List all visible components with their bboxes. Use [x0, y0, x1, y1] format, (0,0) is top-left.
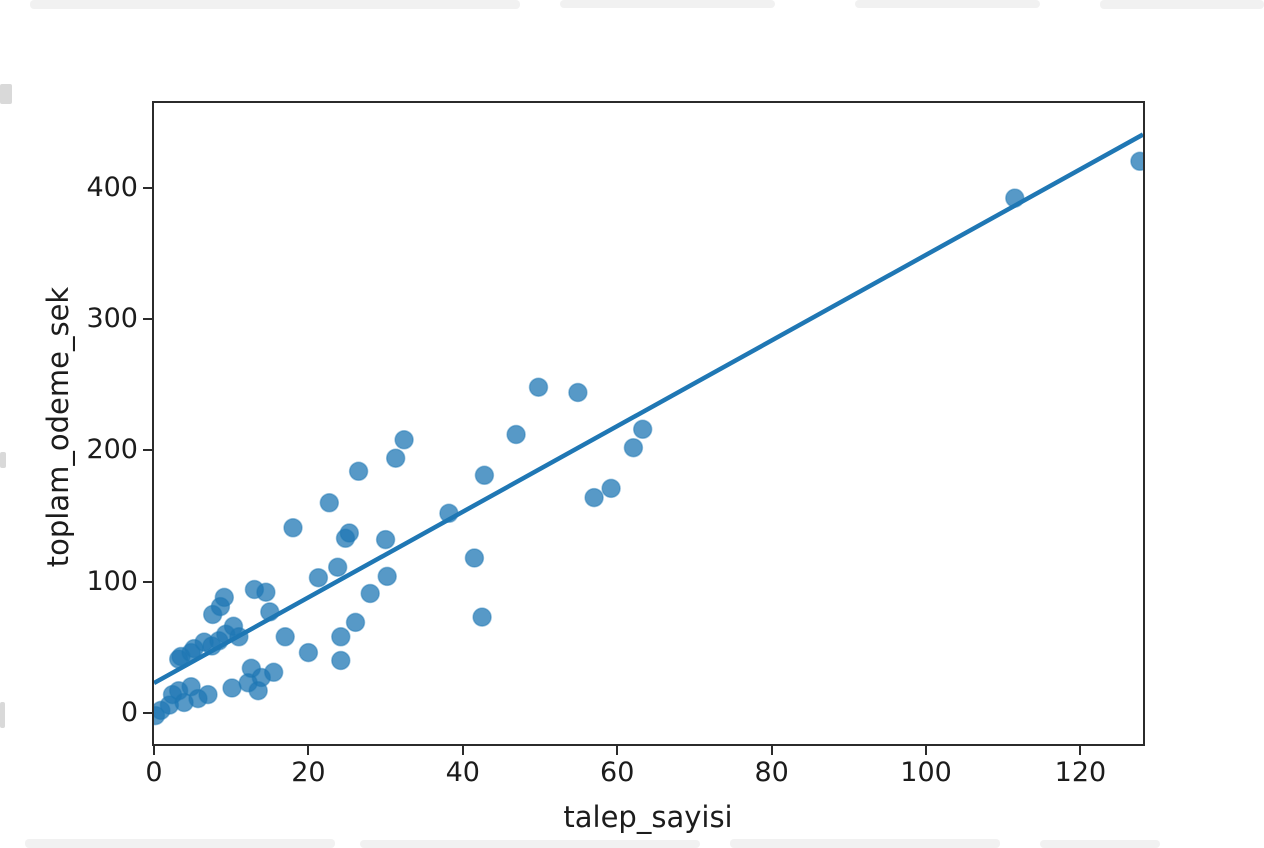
edge-artifact [1100, 0, 1264, 9]
x-tick-mark [461, 746, 464, 755]
plot-area [152, 101, 1145, 746]
edge-artifact [730, 839, 1000, 848]
edge-artifact [0, 702, 5, 728]
x-axis-label: talep_sayisi [563, 800, 733, 834]
scatter-point [222, 678, 242, 698]
x-tick-mark [307, 746, 310, 755]
scatter-point [472, 607, 492, 627]
x-tick-label: 0 [145, 757, 163, 788]
scatter-point [283, 518, 303, 538]
edge-artifact [30, 0, 520, 9]
scatter-point [331, 650, 351, 671]
scatter-point [263, 662, 284, 683]
scatter-point [256, 582, 276, 602]
scatter-point [474, 465, 495, 486]
y-tick-mark [143, 712, 152, 714]
scatter-point [214, 587, 235, 608]
scatter-point [348, 461, 369, 482]
scatter-point [584, 487, 604, 508]
scatter-point [623, 437, 644, 458]
x-tick-mark [925, 746, 928, 755]
x-tick-mark [770, 746, 773, 755]
edge-artifact [1040, 840, 1160, 848]
x-tick-label: 100 [900, 757, 952, 788]
scatter-point [339, 523, 360, 543]
y-tick-mark [143, 317, 152, 320]
scatter-point [1130, 151, 1143, 172]
scatter-point [528, 377, 549, 397]
y-tick-label: 300 [86, 302, 138, 334]
scatter-point [439, 503, 459, 524]
scatter-point [248, 680, 268, 701]
scatter-point [464, 548, 485, 568]
scatter-point [360, 583, 380, 604]
scatter-point [385, 448, 406, 468]
scatter-point [506, 424, 526, 445]
regression-line [154, 132, 1143, 686]
scatter-canvas [154, 132, 1143, 726]
edge-artifact [0, 84, 12, 104]
scatter-point [375, 529, 396, 550]
y-tick-mark [143, 580, 152, 583]
x-tick-label: 40 [445, 757, 480, 788]
edge-artifact [855, 0, 1040, 8]
edge-artifact [360, 840, 700, 848]
y-tick-mark [143, 186, 152, 189]
scatter-point [298, 642, 319, 663]
scatter-point [377, 566, 397, 587]
scatter-point [1005, 188, 1025, 208]
x-tick-label: 60 [600, 757, 635, 788]
scatter-point [331, 627, 351, 647]
y-tick-label: 400 [86, 171, 138, 203]
scatter-point [632, 419, 653, 440]
y-tick-label: 100 [86, 565, 138, 597]
edge-artifact [0, 452, 6, 468]
y-tick-mark [143, 449, 152, 452]
y-tick-label: 0 [120, 697, 138, 728]
y-tick-label: 200 [86, 434, 138, 466]
x-tick-label: 80 [754, 757, 789, 788]
scatter-point [327, 557, 348, 577]
scatter-point [568, 382, 588, 403]
scatter-point [275, 627, 295, 647]
x-tick-label: 20 [291, 757, 326, 788]
x-tick-mark [616, 746, 619, 755]
x-tick-label: 120 [1054, 757, 1107, 788]
edge-artifact [560, 0, 775, 8]
scatter-point [308, 567, 329, 588]
edge-artifact [25, 839, 335, 848]
scatter-point [198, 684, 218, 705]
scatter-point [319, 493, 340, 513]
x-tick-mark [153, 746, 155, 755]
scatter-point [345, 612, 366, 633]
scatter-point [229, 627, 249, 647]
scatter-point [394, 430, 414, 450]
scatter-point [260, 602, 280, 622]
x-tick-mark [1079, 746, 1082, 755]
scatter-point [601, 478, 621, 499]
